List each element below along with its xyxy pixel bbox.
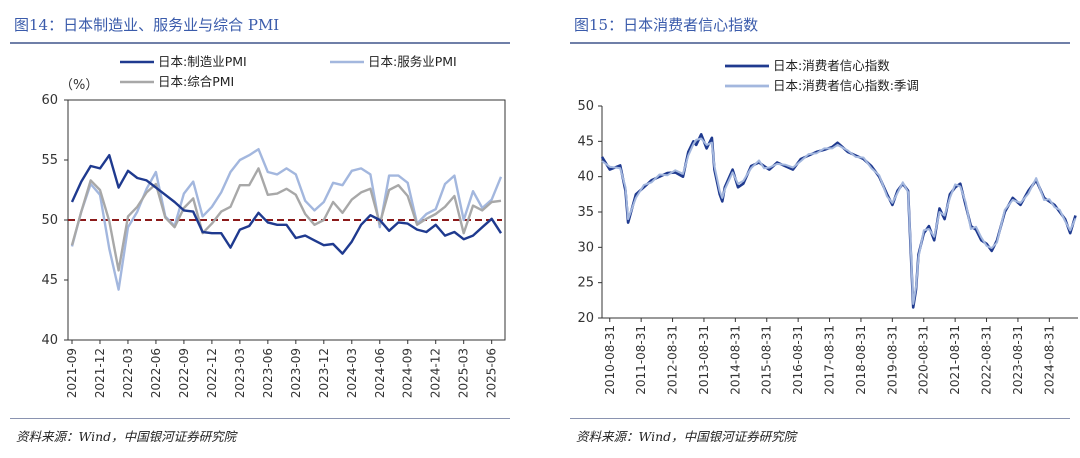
series-line-0 — [70, 153, 503, 255]
x-tick-label: 2025-03 — [457, 348, 471, 398]
x-tick-label: 2024-06 — [373, 348, 387, 398]
source-rule — [10, 418, 510, 419]
y-tick-label: 40 — [41, 333, 58, 348]
y-axis-unit-label: （%） — [60, 78, 98, 93]
figure-14-title: 图14：日本制造业、服务业与综合 PMI — [14, 16, 280, 34]
x-tick-label: 2021-09 — [65, 348, 79, 398]
x-tick-label: 2015-08-31 — [760, 325, 774, 395]
consumer-confidence-line-chart: 20 25 30 35 40 45 50 2010-08-31 2011-08-31 2012-0… — [577, 58, 1078, 395]
x-tick-label: 2019-08-31 — [885, 325, 899, 395]
pmi-line-chart: 40 45 50 55 60（%） 2021-09 2021-12 2022-03 2022-0… — [41, 54, 506, 398]
x-tick-label: 2024-12 — [429, 348, 443, 398]
legend-label: 日本:综合PMI — [158, 74, 234, 89]
y-tick-label: 25 — [577, 276, 594, 291]
x-tick-label: 2018-08-31 — [854, 325, 868, 395]
legend-label: 日本:制造业PMI — [158, 54, 247, 69]
y-tick-label: 55 — [41, 153, 58, 168]
x-tick-label: 2016-08-31 — [791, 325, 805, 395]
figure-15-title: 图15：日本消费者信心指数 — [574, 16, 759, 34]
source-rule — [570, 418, 1070, 419]
y-tick-label: 45 — [41, 273, 58, 288]
x-tick-label: 2010-08-31 — [603, 325, 617, 395]
y-tick-label: 50 — [577, 99, 594, 114]
y-tick-label: 30 — [577, 240, 594, 255]
x-tick-label: 2024-08-31 — [1042, 325, 1056, 395]
x-tick-label: 2022-12 — [205, 348, 219, 398]
legend-label: 日本:消费者信心指数:季调 — [773, 78, 919, 93]
figure-15-source: 资料来源：Wind，中国银河证券研究院 — [576, 429, 797, 444]
y-tick-label: 50 — [41, 213, 58, 228]
y-tick-label: 40 — [577, 170, 594, 185]
x-tick-label: 2023-06 — [261, 348, 275, 398]
x-tick-label: 2012-08-31 — [666, 325, 680, 395]
series-line-1 — [601, 137, 1077, 305]
series-line-0 — [600, 133, 1077, 309]
figure-15-panel: 图15：日本消费者信心指数 20 25 30 35 40 45 50 2010-08-31 20… — [560, 0, 1080, 458]
legend-label: 日本:服务业PMI — [368, 54, 457, 69]
y-tick-label: 35 — [577, 205, 594, 220]
x-tick-label: 2021-08-31 — [948, 325, 962, 395]
x-tick-label: 2023-08-31 — [1011, 325, 1025, 395]
x-tick-label: 2022-03 — [121, 348, 135, 398]
x-tick-label: 2023-09 — [289, 348, 303, 398]
x-tick-label: 2020-08-31 — [917, 325, 931, 395]
x-tick-label: 2022-06 — [149, 348, 163, 398]
x-tick-label: 2024-03 — [345, 348, 359, 398]
y-tick-label: 20 — [577, 311, 594, 326]
legend-label: 日本:消费者信心指数 — [773, 58, 890, 73]
x-tick-label: 2022-09 — [177, 348, 191, 398]
title-rule — [10, 42, 510, 44]
x-tick-label: 2025-06 — [485, 348, 499, 398]
x-tick-label: 2011-08-31 — [634, 325, 648, 395]
x-tick-label: 2023-12 — [317, 348, 331, 398]
y-tick-label: 45 — [577, 134, 594, 149]
figure-14-source: 资料来源：Wind，中国银河证券研究院 — [16, 429, 237, 444]
x-tick-label: 2021-12 — [93, 348, 107, 398]
x-tick-label: 2022-08-31 — [980, 325, 994, 395]
y-tick-label: 60 — [41, 93, 58, 108]
series-line-2 — [70, 167, 502, 272]
x-tick-label: 2024-09 — [401, 348, 415, 398]
x-tick-label: 2023-03 — [233, 348, 247, 398]
title-rule — [570, 42, 1070, 44]
x-tick-label: 2014-08-31 — [728, 325, 742, 395]
figure-14-panel: 图14：日本制造业、服务业与综合 PMI 40 45 50 55 60 （%） 2021-0… — [0, 0, 520, 458]
x-tick-label: 2017-08-31 — [823, 325, 837, 395]
x-tick-label: 2013-08-31 — [697, 325, 711, 395]
